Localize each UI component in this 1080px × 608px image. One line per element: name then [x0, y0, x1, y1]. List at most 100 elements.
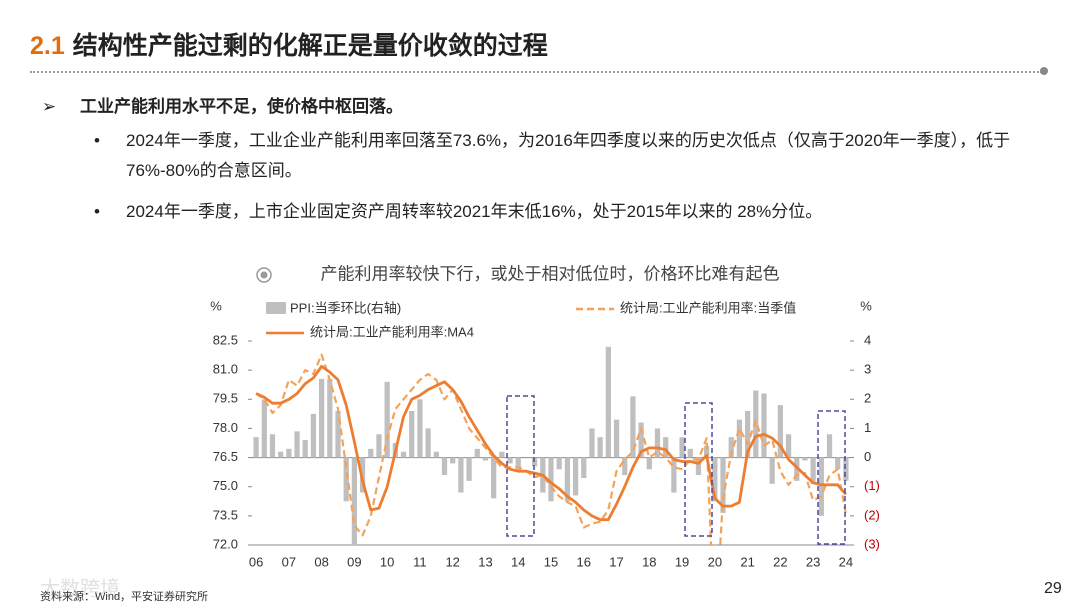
bar — [278, 451, 284, 458]
bar — [613, 419, 620, 458]
bar — [458, 457, 464, 493]
bar — [646, 457, 652, 470]
bar — [810, 457, 816, 484]
bar — [253, 437, 259, 458]
x-tick-label: 24 — [839, 554, 853, 569]
plot-area — [253, 346, 849, 545]
sub-bullet: • 2024年一季度，工业企业产能利用率回落至73.6%，为2016年四季度以来的… — [94, 126, 1038, 186]
x-tick-label: 10 — [380, 554, 394, 569]
x-tick-label: 08 — [314, 554, 328, 569]
bar — [482, 457, 489, 461]
bar — [433, 451, 439, 458]
title-icon — [260, 271, 268, 279]
bar — [761, 393, 767, 458]
y2-tick-label: 3 — [864, 362, 871, 377]
legend-label: 统计局:工业产能利用率:MA4 — [310, 324, 474, 339]
y-tick-label: 76.5 — [213, 449, 238, 464]
bar — [515, 457, 521, 473]
x-tick-label: 06 — [249, 554, 263, 569]
bar — [343, 457, 349, 502]
source: 资料来源：Wind，平安证券研究所 — [40, 591, 209, 603]
bar — [597, 437, 603, 458]
watermark: 大数跨境 — [40, 578, 120, 600]
sub-bullet-text: 2024年一季度，工业企业产能利用率回落至73.6%，为2016年四季度以来的历… — [126, 131, 1011, 180]
x-tick-label: 20 — [708, 554, 722, 569]
bar — [769, 457, 775, 484]
y2-tick-label: (2) — [864, 507, 880, 522]
bar — [548, 457, 554, 502]
bar — [425, 428, 431, 458]
y-tick-label: 79.5 — [213, 391, 238, 406]
bar — [581, 457, 587, 478]
divider-dot — [1040, 67, 1048, 75]
bar — [269, 434, 276, 458]
x-tick-label: 17 — [609, 554, 623, 569]
bar — [835, 457, 841, 470]
bar — [319, 378, 325, 458]
bar — [704, 445, 710, 458]
y2-tick-label: 1 — [864, 420, 871, 435]
bar — [441, 457, 448, 476]
highlight-box — [506, 395, 535, 537]
main-bullet-text: 工业产能利用水平不足，使价格中枢回落。 — [80, 97, 403, 116]
bar — [630, 396, 636, 458]
bar — [777, 405, 783, 458]
bar — [564, 457, 571, 502]
bar — [368, 448, 374, 458]
x-tick-label: 22 — [773, 554, 787, 569]
divider — [30, 71, 1042, 73]
x-tick-label: 12 — [445, 554, 459, 569]
line — [255, 353, 847, 545]
bar — [417, 399, 423, 458]
bar — [794, 457, 800, 481]
bar — [384, 381, 390, 458]
y-tick-label: 75.0 — [213, 478, 238, 493]
bar — [802, 457, 808, 461]
bar — [843, 457, 849, 481]
bar — [474, 448, 480, 458]
bar — [753, 390, 759, 458]
bar — [744, 410, 751, 458]
y2-tick-label: (3) — [864, 536, 880, 551]
x-tick-label: 21 — [740, 554, 754, 569]
x-tick-label: 13 — [478, 554, 492, 569]
y2-tick-label: (1) — [864, 478, 880, 493]
header-title: 结构性产能过剩的化解正是量价收敛的过程 — [72, 32, 548, 60]
bar — [310, 413, 317, 458]
y2-unit: % — [860, 298, 872, 313]
x-tick-label: 23 — [806, 554, 820, 569]
x-tick-label: 18 — [642, 554, 656, 569]
page-number: 29 — [1044, 580, 1062, 597]
bar — [736, 419, 743, 458]
y-tick-label: 73.5 — [213, 507, 238, 522]
chart-title: 产能利用率较快下行，或处于相对低位时，价格环比难有起色 — [321, 264, 780, 283]
title-icon — [256, 267, 272, 283]
bar — [826, 434, 833, 458]
bar — [589, 428, 595, 458]
bar — [605, 346, 611, 458]
bar — [720, 457, 726, 513]
bar — [351, 457, 358, 545]
x-tick-label: 16 — [577, 554, 591, 569]
bar — [572, 457, 579, 496]
bar — [785, 434, 792, 458]
bar — [335, 410, 341, 458]
y2-tick-label: 4 — [864, 332, 871, 347]
bar — [679, 437, 685, 458]
bar — [294, 431, 300, 458]
bar — [466, 457, 472, 481]
y2-tick-label: 0 — [864, 449, 871, 464]
y-tick-label: 81.0 — [213, 362, 238, 377]
bar — [409, 410, 415, 458]
legend-label: 统计局:工业产能利用率:当季值 — [620, 300, 796, 315]
bar — [671, 457, 677, 493]
bar — [327, 378, 333, 458]
bar — [663, 437, 669, 458]
bar — [491, 457, 497, 499]
bar — [261, 399, 267, 458]
bar — [450, 457, 456, 464]
bar — [695, 457, 702, 476]
y-tick-label: 72.0 — [213, 536, 238, 551]
sub-bullet-text: 2024年一季度，上市企业固定资产周转率较2021年末低16%，处于2015年以… — [126, 202, 823, 221]
legend-swatch — [266, 302, 286, 314]
